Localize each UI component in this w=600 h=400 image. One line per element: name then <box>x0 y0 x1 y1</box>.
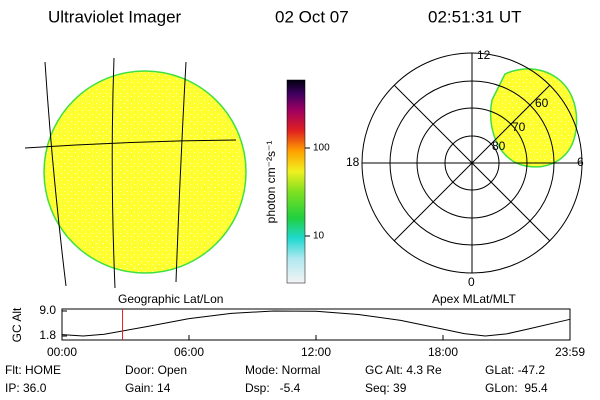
panel-title: Apex MLat/MLT <box>432 292 516 306</box>
date: 02 Oct 07 <box>275 7 349 26</box>
y-tick-label: 9.0 <box>39 303 56 317</box>
y-tick-label: 1.8 <box>39 328 56 342</box>
panel-title: Geographic Lat/Lon <box>118 292 223 306</box>
time: 02:51:31 UT <box>428 7 522 26</box>
status-field: GC Alt: 4.3 Re <box>365 363 442 377</box>
mlat-label: 80 <box>492 139 506 153</box>
status-field: GLon: 95.4 <box>485 381 548 395</box>
colorbar-tick: 100 <box>313 143 330 154</box>
colorbar-tick: 10 <box>313 231 325 242</box>
x-tick-label: 18:00 <box>428 345 458 359</box>
x-tick-label: 06:00 <box>174 345 204 359</box>
geographic-image <box>24 57 247 289</box>
status-field: Seq: 39 <box>365 381 407 395</box>
x-tick-label: 12:00 <box>301 345 331 359</box>
mlat-label: 70 <box>512 120 526 134</box>
altitude-plot: Geographic Lat/Lon Apex MLat/MLT GC Alt … <box>10 292 585 359</box>
status-field: Door: Open <box>125 363 187 377</box>
y-axis-label: GC Alt <box>10 307 24 342</box>
colorbar-label: photon cm⁻²s⁻¹ <box>264 141 278 224</box>
mlt-label: 12 <box>477 48 491 62</box>
status-field: GLat: -47.2 <box>485 363 545 377</box>
status-field: Dsp: -5.4 <box>245 381 301 395</box>
mlt-label: 6 <box>577 155 584 169</box>
mlat-label: 60 <box>535 96 549 110</box>
status-field: IP: 36.0 <box>5 381 47 395</box>
instrument-title: Ultraviolet Imager <box>48 7 182 26</box>
mlt-label: 18 <box>346 155 360 169</box>
x-tick-label: 00:00 <box>47 345 77 359</box>
x-tick-label: 23:59 <box>555 345 585 359</box>
polar-plot: 12 18 6 0 80 70 60 <box>346 48 584 289</box>
status-field: Mode: Normal <box>245 363 320 377</box>
altitude-curve <box>61 310 571 337</box>
mlt-label: 0 <box>468 275 475 289</box>
colorbar: 100 10 photon cm⁻²s⁻¹ <box>264 79 330 284</box>
status-field: Flt: HOME <box>5 363 61 377</box>
status-panel: Flt: HOME Door: Open Mode: Normal GC Alt: 4… <box>5 363 548 395</box>
status-field: Gain: 14 <box>125 381 171 395</box>
